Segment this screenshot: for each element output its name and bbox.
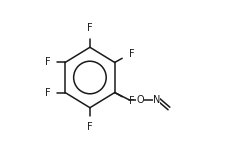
Text: N: N xyxy=(153,95,160,105)
Text: F: F xyxy=(129,49,135,59)
Text: F: F xyxy=(45,58,51,67)
Text: F: F xyxy=(129,96,135,106)
Text: F: F xyxy=(45,88,51,97)
Text: F: F xyxy=(87,122,93,133)
Text: O: O xyxy=(137,95,144,105)
Text: F: F xyxy=(87,22,93,33)
